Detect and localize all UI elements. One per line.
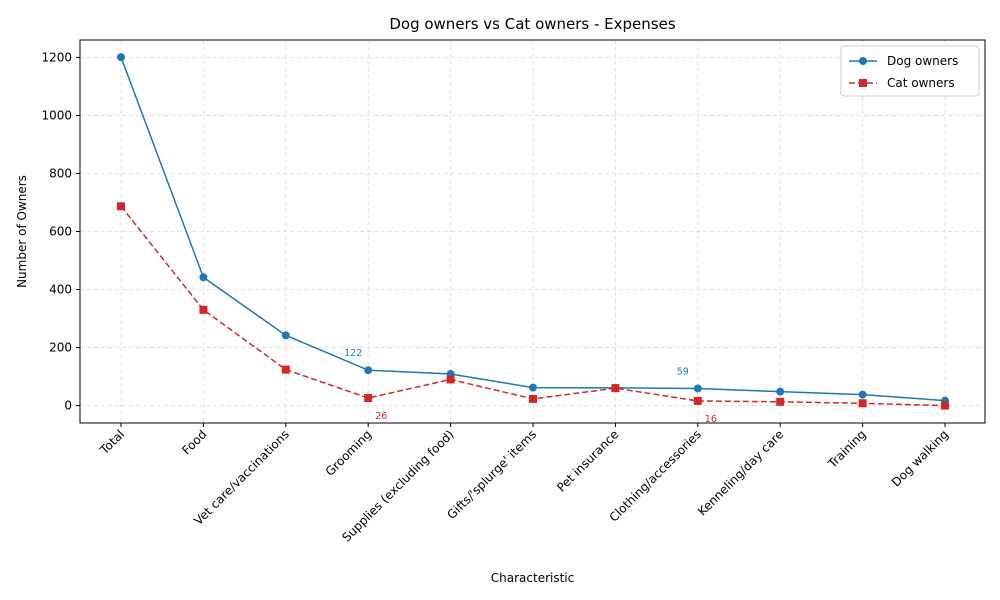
data-point bbox=[117, 202, 125, 211]
x-tick-label: Gifts/'splurge' items bbox=[444, 427, 539, 522]
y-axis-label: Number of Owners bbox=[15, 175, 29, 288]
y-tick-label: 800 bbox=[49, 166, 72, 180]
data-point bbox=[281, 365, 290, 374]
x-tick-label: Food bbox=[179, 427, 209, 457]
data-point bbox=[693, 396, 702, 405]
series-lines bbox=[117, 53, 949, 410]
legend-box bbox=[840, 45, 980, 97]
x-tick-label: Vet care/vaccinations bbox=[191, 427, 292, 528]
data-point bbox=[776, 387, 785, 396]
data-point bbox=[776, 397, 785, 406]
data-point bbox=[941, 401, 949, 410]
data-point bbox=[529, 394, 537, 403]
y-tick-label: 1200 bbox=[41, 50, 72, 64]
chart-title: Dog owners vs Cat owners - Expenses bbox=[389, 15, 675, 33]
grid bbox=[80, 40, 985, 423]
x-tick-label: Kenneling/day care bbox=[695, 427, 786, 518]
data-point bbox=[199, 305, 208, 314]
data-point bbox=[693, 384, 702, 393]
x-tick-label: Pet insurance bbox=[554, 427, 621, 494]
x-tick-label: Grooming bbox=[323, 427, 375, 479]
data-point bbox=[281, 331, 290, 340]
data-label: 122 bbox=[344, 348, 362, 359]
legend: Dog owners Cat owners bbox=[840, 45, 980, 97]
data-point bbox=[529, 383, 537, 392]
data-label: 59 bbox=[677, 366, 689, 377]
x-axis-label: Characteristic bbox=[491, 571, 574, 585]
data-label: 16 bbox=[705, 414, 717, 425]
data-point bbox=[611, 384, 620, 393]
x-tick-label: Total bbox=[97, 427, 127, 457]
x-tick-label: Dog walking bbox=[889, 427, 951, 489]
data-point bbox=[199, 273, 208, 282]
x-tick-label: Clothing/accessories bbox=[607, 427, 704, 524]
data-point bbox=[364, 366, 373, 375]
y-tick-label: 600 bbox=[49, 225, 72, 239]
data-label: 26 bbox=[375, 411, 387, 422]
data-point bbox=[446, 375, 455, 384]
data-point bbox=[858, 399, 867, 408]
y-tick-label: 1000 bbox=[41, 108, 72, 122]
annotations: 122 59 26 16 bbox=[344, 348, 717, 425]
legend-label: Cat owners bbox=[887, 76, 955, 90]
y-tick-label: 0 bbox=[64, 399, 72, 413]
y-tick-label: 400 bbox=[49, 283, 72, 297]
data-point bbox=[858, 390, 867, 399]
legend-marker bbox=[859, 79, 867, 87]
legend-label: Dog owners bbox=[887, 54, 958, 68]
legend-marker bbox=[859, 57, 867, 65]
data-point bbox=[117, 53, 125, 62]
y-tick-label: 200 bbox=[49, 341, 72, 355]
x-tick-label: Training bbox=[825, 427, 869, 471]
data-point bbox=[364, 394, 373, 403]
